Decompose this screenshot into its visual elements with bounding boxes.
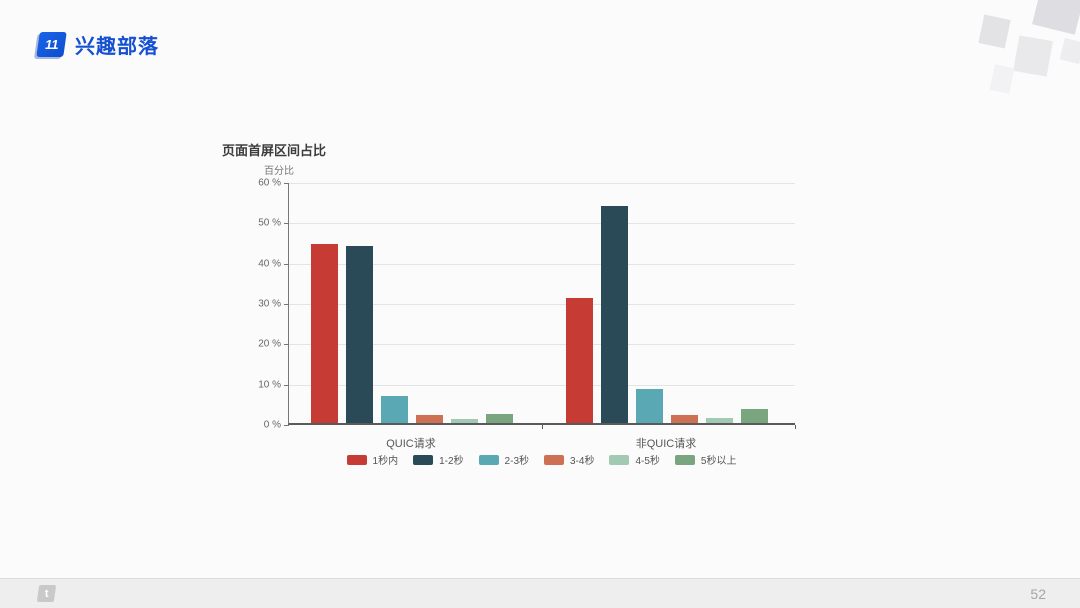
gridline [289, 223, 795, 225]
bar [636, 388, 663, 423]
x-tick-mark [795, 425, 796, 429]
deco-square [1059, 37, 1080, 65]
chart-title: 页面首屏区间占比 [222, 143, 327, 158]
gridline [289, 263, 795, 265]
deco-square [978, 14, 1011, 49]
plot-area: 0 % 10 % 20 % 30 % 40 % 50 % 60 % [258, 178, 796, 431]
bar-group-quic [311, 243, 513, 423]
y-tick-mark [284, 183, 289, 184]
bar-chart: 页面首屏区间占比 百分比 0 % 10 % 20 % 30 % 40 % 50 % 60 %… [222, 140, 842, 480]
bar [486, 414, 513, 423]
y-tick-mark [284, 384, 289, 386]
deco-square [1013, 35, 1053, 77]
legend-swatch [413, 454, 434, 465]
legend-label: 2-3秒 [504, 456, 529, 467]
legend-swatch [609, 454, 630, 465]
brand-logo-icon: 11 [36, 32, 67, 57]
chart-legend: 1秒内 1-2秒 2-3秒 3-4秒 4-5秒 5秒以上 [288, 452, 795, 467]
page-number: 52 [1030, 585, 1046, 602]
x-category-label: 非QUIC请求 [635, 438, 697, 450]
bar [381, 396, 408, 423]
bar [311, 243, 338, 423]
legend-item: 5秒以上 [674, 452, 737, 467]
bar [451, 419, 478, 423]
legend-item: 1秒内 [346, 452, 399, 467]
legend-item: 2-3秒 [478, 452, 529, 467]
y-tick-label: 30 % [258, 298, 281, 310]
legend-label: 4-5秒 [635, 456, 660, 467]
footer-logo-glyph: t [44, 587, 49, 600]
gridline [289, 344, 795, 346]
y-tick-mark [284, 344, 289, 346]
y-tick-mark [284, 425, 289, 426]
y-tick-label: 10 % [258, 379, 281, 391]
bar [706, 418, 733, 423]
y-tick-mark [284, 223, 289, 225]
deco-square [1032, 0, 1080, 35]
x-category-label: QUIC请求 [386, 438, 436, 450]
bar [416, 414, 443, 423]
bar-group-non-quic [566, 206, 768, 423]
x-tick-mark [542, 425, 543, 429]
legend-swatch [346, 454, 367, 465]
deco-square [989, 64, 1015, 94]
legend-item: 1-2秒 [413, 452, 464, 467]
y-tick-label: 20 % [258, 338, 281, 350]
brand-name: 兴趣部落 [75, 36, 159, 58]
legend-item: 3-4秒 [544, 452, 594, 467]
legend-label: 1-2秒 [439, 456, 464, 467]
y-tick-label: 0 % [263, 419, 281, 431]
bar [741, 409, 768, 423]
y-tick-label: 60 % [258, 177, 281, 189]
legend-item: 4-5秒 [609, 452, 660, 467]
bar [601, 206, 628, 423]
legend-swatch [674, 454, 695, 465]
gridline [289, 304, 795, 305]
footer: t 52 [0, 578, 1080, 608]
legend-swatch [544, 454, 564, 465]
gridline [289, 384, 795, 386]
y-axis-label: 百分比 [264, 166, 294, 177]
y-tick-mark [284, 263, 289, 265]
brand-logo-number: 11 [44, 37, 59, 52]
legend-label: 5秒以上 [700, 456, 737, 467]
y-tick-label: 50 % [258, 217, 281, 229]
bar [671, 414, 698, 423]
footer-logo-icon: t [36, 585, 57, 602]
header: 11 兴趣部落 [36, 30, 159, 59]
y-tick-label: 40 % [258, 258, 281, 270]
legend-label: 3-4秒 [570, 456, 595, 467]
gridline [289, 183, 795, 184]
bar [566, 298, 593, 423]
bar [346, 245, 373, 423]
legend-label: 1秒内 [372, 456, 399, 467]
y-tick-mark [284, 304, 289, 305]
legend-swatch [478, 454, 499, 465]
